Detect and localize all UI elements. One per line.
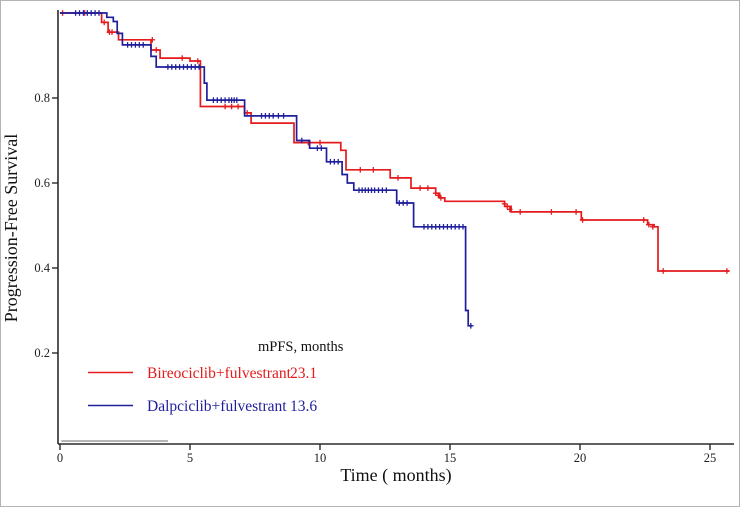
x-tick-label: 0: [57, 451, 63, 465]
dalpciclib-censor-marks: [72, 10, 474, 329]
y-axis-ticks: 0.2 0.4 0.6 0.8: [34, 91, 58, 360]
x-tick-label: 5: [187, 451, 193, 465]
legend-header: mPFS, months: [258, 339, 344, 355]
legend-item-bireociclib: Bireociclib+fulvestrant 23.1: [88, 365, 317, 382]
y-tick-label: 0.2: [34, 346, 50, 360]
legend-label-dalpciclib: Dalpciclib+fulvestrant: [147, 398, 287, 415]
legend-label-bireociclib: Bireociclib+fulvestrant: [147, 365, 292, 382]
bireociclib-curve: [60, 12, 730, 272]
y-axis-title: Progression-Free Survival: [1, 134, 21, 322]
survival-curves: [59, 10, 730, 329]
y-tick-label: 0.4: [34, 261, 50, 275]
x-tick-label: 10: [314, 451, 327, 465]
legend-item-dalpciclib: Dalpciclib+fulvestrant 13.6: [88, 398, 317, 415]
y-tick-label: 0.6: [34, 176, 50, 190]
x-tick-label: 15: [444, 451, 457, 465]
x-axis-title: Time ( months): [340, 465, 451, 486]
x-tick-label: 25: [704, 451, 717, 465]
legend-value-bireociclib: 23.1: [290, 365, 317, 382]
dalpciclib-curve: [60, 12, 473, 327]
x-axis-ticks: 0 5 10 15 20 25: [57, 444, 716, 465]
legend-value-dalpciclib: 13.6: [290, 398, 317, 415]
y-tick-label: 0.8: [34, 91, 50, 105]
x-tick-label: 20: [574, 451, 587, 465]
